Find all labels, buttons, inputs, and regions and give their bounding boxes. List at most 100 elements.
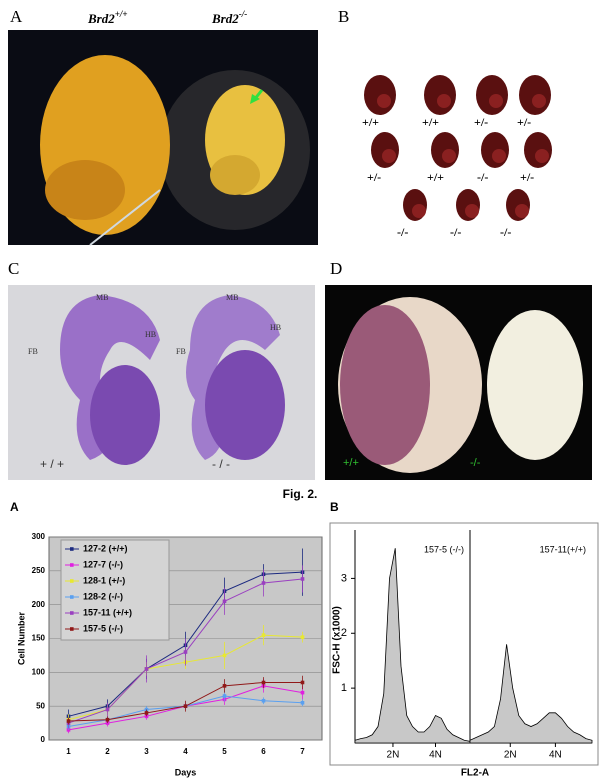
y-axis-label: Cell Number xyxy=(16,611,26,665)
legend-label: 157-5 (-/-) xyxy=(83,623,123,633)
genotype: -/- xyxy=(450,225,461,239)
stain xyxy=(340,305,430,465)
y-tick-label: 250 xyxy=(32,566,46,575)
legend-marker xyxy=(70,627,74,631)
point xyxy=(66,719,71,723)
embryo-part xyxy=(492,149,506,163)
point xyxy=(300,680,305,685)
x-tick-label: 7 xyxy=(300,747,305,756)
point xyxy=(105,707,110,712)
embryo xyxy=(431,132,459,168)
legend-label: 127-2 (+/+) xyxy=(83,543,128,553)
panel-letter: D xyxy=(330,259,342,278)
embryo xyxy=(371,132,399,168)
point xyxy=(222,653,227,658)
region-label: HB xyxy=(145,330,156,339)
region-label: FB xyxy=(176,347,186,356)
panel-letter: A xyxy=(10,500,19,514)
caption: Fig. 2. xyxy=(283,487,318,501)
y-tick-label: 200 xyxy=(32,600,46,609)
y-tick-label: 3 xyxy=(341,572,347,584)
x-tick-label: 4N xyxy=(429,750,442,761)
genotype: + / + xyxy=(40,457,64,471)
panel-letter: A xyxy=(10,7,23,26)
point xyxy=(300,635,305,639)
embryo-part xyxy=(437,94,451,108)
genotype: +/+ xyxy=(343,457,359,469)
embryo-part xyxy=(442,149,456,163)
genotype-title: Brd2+/+ xyxy=(87,9,128,26)
y-axis-label: FSC-H (x1000) xyxy=(332,606,343,674)
point xyxy=(300,690,305,695)
x-axis-label: FL2-A xyxy=(461,768,489,779)
x-tick-label: 3 xyxy=(144,747,149,756)
point xyxy=(261,581,266,585)
legend-marker xyxy=(70,595,74,599)
point xyxy=(222,684,227,688)
legend-label: 128-2 (-/-) xyxy=(83,591,123,601)
genotype: +/- xyxy=(520,170,534,184)
gene: Brd2 xyxy=(211,11,239,26)
histogram-area xyxy=(354,548,471,744)
embryo xyxy=(487,310,583,460)
genotype: +/- xyxy=(517,115,531,129)
panel-letter: C xyxy=(8,259,19,278)
x-tick-label: 6 xyxy=(261,747,266,756)
legend-label: 128-1 (+/-) xyxy=(83,575,125,585)
legend-marker xyxy=(70,547,74,551)
embryo xyxy=(519,75,551,115)
genotype: -/- xyxy=(477,170,488,184)
embryo xyxy=(364,75,396,115)
legend-marker xyxy=(70,563,74,567)
point xyxy=(105,717,110,722)
genotype: +/+ xyxy=(427,170,444,184)
y-tick-label: 2 xyxy=(341,627,347,639)
genotype: +/+ xyxy=(422,115,439,129)
point xyxy=(183,704,188,708)
needle xyxy=(89,189,161,246)
region-label: FB xyxy=(28,347,38,356)
x-tick-label: 2 xyxy=(105,747,110,756)
genotype-title: Brd2-/- xyxy=(211,9,247,26)
region-label: MB xyxy=(96,293,108,302)
section xyxy=(205,350,285,460)
point xyxy=(261,698,266,703)
point xyxy=(300,577,305,581)
embryo-part xyxy=(535,149,549,163)
embryo-part xyxy=(210,155,260,195)
embryo xyxy=(524,132,552,168)
genotype: -/- xyxy=(397,225,408,239)
embryo-part xyxy=(489,94,503,108)
x-tick-label: 5 xyxy=(222,747,227,756)
legend-marker xyxy=(70,579,74,583)
point xyxy=(222,694,227,698)
embryo-part xyxy=(377,94,391,108)
y-tick-label: 50 xyxy=(36,701,45,710)
genotype: - / - xyxy=(212,457,230,471)
genotype: -/- xyxy=(239,9,248,19)
x-axis-label: Days xyxy=(175,767,197,777)
point xyxy=(183,650,188,654)
genotype: +/+ xyxy=(362,115,379,129)
section xyxy=(90,365,160,465)
point xyxy=(261,680,266,685)
y-tick-label: 0 xyxy=(41,735,46,744)
genotype: -/- xyxy=(500,225,511,239)
panel-annotation: 157-11(+/+) xyxy=(540,544,586,554)
panel-letter: B xyxy=(330,500,339,514)
legend-marker xyxy=(70,611,74,615)
embryo-part xyxy=(382,149,396,163)
y-tick-label: 300 xyxy=(32,532,46,541)
y-tick-label: 150 xyxy=(32,634,46,643)
y-tick-label: 100 xyxy=(32,667,46,676)
embryo-part xyxy=(532,94,546,108)
point xyxy=(261,633,266,637)
point xyxy=(222,599,227,604)
embryo-part xyxy=(412,204,426,218)
genotype: +/- xyxy=(367,170,381,184)
legend-box xyxy=(60,539,170,641)
point xyxy=(300,700,305,705)
panel-letter: B xyxy=(338,7,349,26)
genotype: +/+ xyxy=(115,9,128,19)
embryo-part xyxy=(515,204,529,218)
